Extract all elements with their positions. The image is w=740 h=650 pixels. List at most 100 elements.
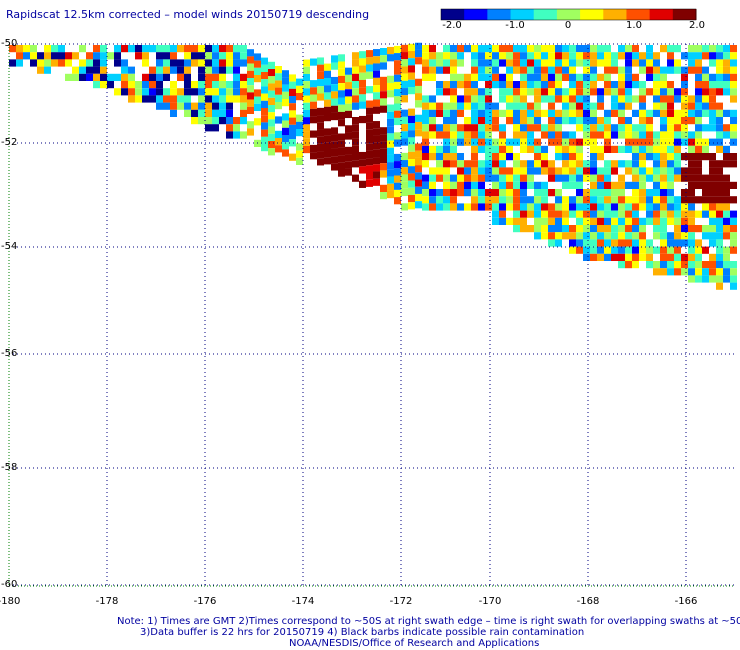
wind-difference-cell <box>604 167 611 175</box>
wind-difference-cell <box>499 109 506 117</box>
wind-difference-cell <box>170 95 177 103</box>
wind-difference-cell <box>471 131 478 139</box>
wind-difference-cell <box>128 88 135 96</box>
wind-difference-cell <box>646 246 653 254</box>
wind-difference-cell <box>429 59 436 67</box>
wind-difference-cell <box>688 246 695 254</box>
wind-difference-cell <box>289 74 296 82</box>
wind-difference-cell <box>156 88 163 96</box>
wind-difference-cell <box>268 97 275 105</box>
wind-difference-cell <box>611 160 618 168</box>
wind-difference-cell <box>331 105 338 113</box>
wind-difference-cell <box>569 232 576 240</box>
wind-difference-cell <box>65 59 72 67</box>
wind-difference-cell <box>142 88 149 96</box>
lon-label: -178 <box>95 596 119 607</box>
wind-difference-cell <box>422 189 429 197</box>
wind-difference-cell <box>37 66 44 74</box>
wind-difference-cell <box>303 73 310 82</box>
wind-difference-cell <box>415 114 422 122</box>
colorbar-swatch <box>533 9 558 20</box>
wind-difference-cell <box>415 201 422 209</box>
wind-difference-cell <box>681 174 688 182</box>
wind-difference-cell <box>604 131 611 139</box>
wind-difference-cell <box>583 59 590 67</box>
lon-label: -172 <box>389 596 413 607</box>
wind-difference-cell <box>730 181 737 189</box>
wind-difference-cell <box>618 203 625 211</box>
wind-difference-cell <box>597 52 604 60</box>
wind-difference-cell <box>590 73 597 81</box>
wind-difference-cell <box>422 45 429 53</box>
wind-difference-cell <box>660 239 667 247</box>
wind-difference-cell <box>380 170 387 178</box>
wind-difference-cell <box>506 138 513 146</box>
wind-difference-cell <box>513 66 520 74</box>
wind-difference-cell <box>688 275 695 283</box>
wind-difference-cell <box>464 95 471 103</box>
wind-difference-cell <box>527 117 534 125</box>
wind-difference-cell <box>646 59 653 67</box>
wind-difference-cell <box>478 66 485 74</box>
wind-difference-cell <box>464 88 471 96</box>
wind-difference-cell <box>380 76 387 84</box>
wind-difference-cell <box>506 153 513 161</box>
wind-difference-cell <box>359 79 366 88</box>
wind-difference-cell <box>191 59 198 67</box>
wind-difference-cell <box>233 124 240 132</box>
wind-difference-cell <box>443 81 450 89</box>
wind-difference-cell <box>205 109 212 117</box>
wind-difference-cell <box>387 162 394 170</box>
wind-difference-cell <box>331 163 338 171</box>
wind-difference-cell <box>632 174 639 182</box>
wind-difference-cell <box>233 66 240 74</box>
wind-difference-cell <box>611 81 618 89</box>
wind-difference-cell <box>541 131 548 139</box>
wind-difference-cell <box>541 95 548 103</box>
wind-difference-cell <box>695 145 702 153</box>
wind-difference-cell <box>674 109 681 117</box>
wind-difference-cell <box>471 167 478 175</box>
wind-difference-cell <box>660 217 667 225</box>
wind-difference-cell <box>513 174 520 182</box>
wind-difference-cell <box>345 67 352 75</box>
wind-difference-cell <box>177 45 184 53</box>
wind-difference-cell <box>730 109 737 117</box>
wind-difference-cell <box>611 246 618 254</box>
wind-difference-cell <box>366 107 373 115</box>
wind-difference-cell <box>716 66 723 74</box>
wind-difference-cell <box>527 59 534 67</box>
wind-difference-cell <box>247 56 254 64</box>
wind-difference-cell <box>548 167 555 175</box>
wind-difference-cell <box>100 73 107 81</box>
wind-difference-cell <box>716 174 723 182</box>
wind-difference-cell <box>618 174 625 182</box>
wind-difference-cell <box>317 115 324 123</box>
wind-difference-cell <box>632 160 639 168</box>
wind-difference-cell <box>611 66 618 74</box>
wind-difference-cell <box>660 138 667 146</box>
wind-difference-cell <box>303 124 310 132</box>
wind-difference-cell <box>268 105 275 113</box>
wind-difference-cell <box>268 141 275 149</box>
wind-difference-cell <box>464 167 471 175</box>
wind-difference-cell <box>352 52 359 60</box>
wind-difference-cell <box>625 232 632 240</box>
wind-difference-cell <box>646 153 653 161</box>
wind-difference-cell <box>513 124 520 132</box>
wind-difference-cell <box>520 81 527 89</box>
wind-difference-cell <box>310 116 317 124</box>
wind-difference-cell <box>660 246 667 254</box>
wind-difference-cell <box>359 87 366 95</box>
wind-difference-cell <box>100 52 107 60</box>
wind-difference-cell <box>450 45 457 53</box>
wind-difference-cell <box>695 275 702 283</box>
wind-difference-cell <box>184 88 191 96</box>
wind-difference-cell <box>296 93 303 101</box>
wind-difference-cell <box>695 225 702 233</box>
wind-difference-cell <box>709 102 716 110</box>
wind-difference-cell <box>170 109 177 117</box>
wind-difference-cell <box>443 52 450 60</box>
wind-difference-cell <box>401 73 408 81</box>
wind-difference-cell <box>674 153 681 161</box>
